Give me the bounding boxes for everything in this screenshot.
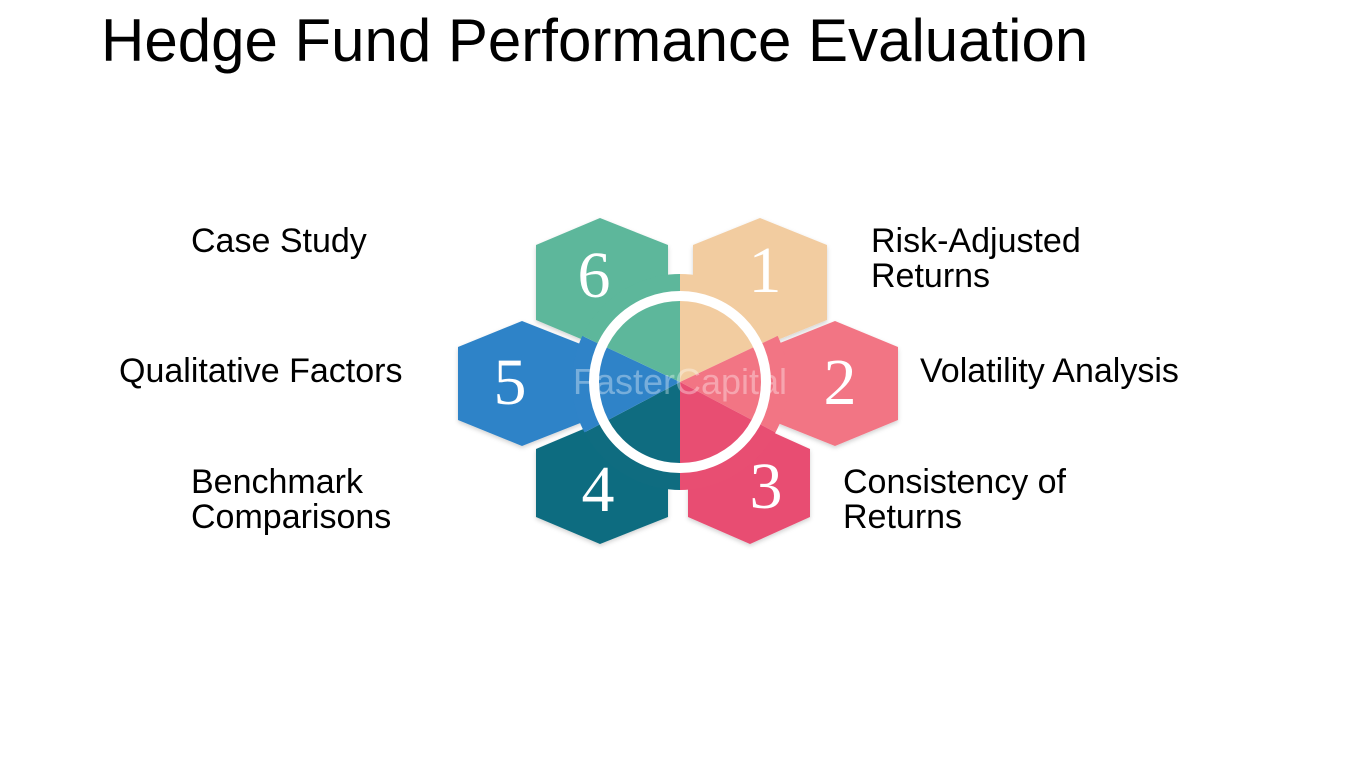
- step-label-3-line-2: Returns: [843, 498, 963, 536]
- step-label-3: Consistency of Returns: [843, 465, 1066, 535]
- step-label-1-line-2: Returns: [871, 257, 991, 295]
- step-label-2-line-1: Volatility Analysis: [920, 352, 1179, 390]
- step-label-5-line-1: Qualitative Factors: [119, 352, 403, 390]
- watermark-text: FasterCapital: [573, 361, 787, 402]
- step-number-4: 4: [582, 453, 615, 526]
- step-number-3: 3: [750, 450, 783, 523]
- step-number-1: 1: [749, 234, 782, 307]
- step-number-5: 5: [494, 346, 527, 419]
- step-label-3-line-1: Consistency of: [843, 463, 1066, 501]
- step-label-2: Volatility Analysis: [920, 354, 1179, 389]
- step-shape-5: [458, 321, 588, 446]
- page-title: Hedge Fund Performance Evaluation: [101, 7, 1089, 74]
- step-shape-2: [770, 321, 898, 446]
- step-hex-2: 2: [770, 321, 898, 446]
- step-label-1-line-1: Risk-Adjusted: [871, 222, 1081, 260]
- step-label-4: Benchmark Comparisons: [191, 465, 391, 535]
- step-label-5: Qualitative Factors: [119, 354, 402, 389]
- step-label-4-line-1: Benchmark: [191, 463, 363, 501]
- step-hex-5: 5: [458, 321, 588, 446]
- step-label-4-line-2: Comparisons: [191, 498, 392, 536]
- step-label-1: Risk-Adjusted Returns: [871, 224, 1081, 294]
- step-number-2: 2: [824, 346, 857, 419]
- step-number-6: 6: [578, 239, 611, 312]
- step-label-6-line-1: Case Study: [191, 222, 367, 260]
- step-label-6: Case Study: [191, 224, 367, 259]
